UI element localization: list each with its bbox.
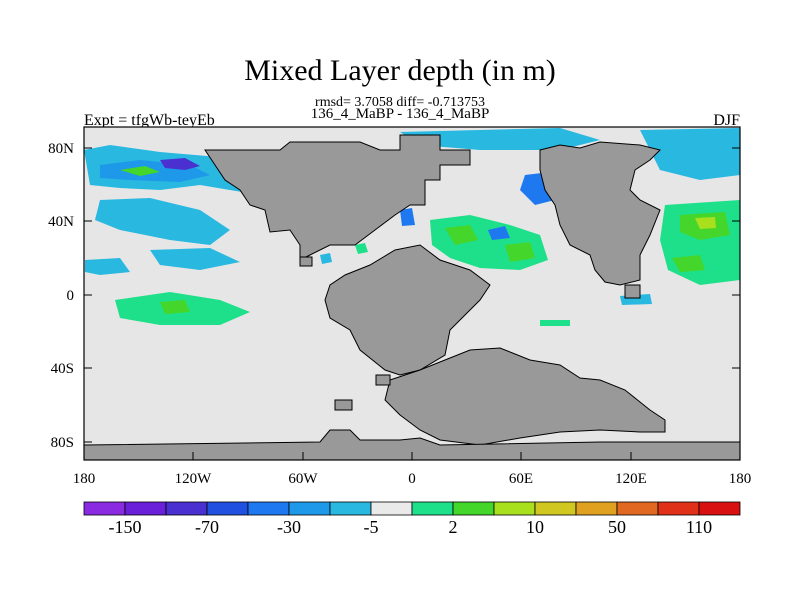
colorbar-label: -70: [195, 517, 219, 537]
anomaly-patch: [320, 253, 332, 264]
comparison-label: 136_4_MaBP - 136_4_MaBP: [310, 106, 490, 122]
land-island: [375, 374, 391, 386]
lat-labels: 80N 40N 0 40S 80S: [48, 141, 74, 451]
anomaly-patch: [540, 320, 570, 326]
season-label: DJF: [713, 112, 740, 129]
land-central: [324, 244, 491, 376]
lat-tick-marks: [84, 147, 740, 443]
land-masses: [83, 134, 741, 461]
colorbar-swatch: [83, 501, 126, 516]
colorbar-swatch: [616, 501, 659, 516]
anomaly-patch: [488, 226, 510, 240]
colorbar-label: 2: [449, 517, 458, 537]
anomaly-patch: [640, 128, 740, 180]
colorbar-swatch: [698, 501, 741, 516]
lat-tick-label: 40N: [48, 214, 74, 230]
land-north: [204, 134, 471, 261]
colorbar-label: 10: [526, 517, 544, 537]
lon-tick-label: 0: [408, 471, 416, 487]
lat-tick-label: 0: [67, 288, 75, 304]
map-panel: 80N 40N 0 40S 80S 180 120W 60W 0 60E 120…: [48, 126, 752, 487]
colorbar-swatch: [493, 501, 536, 516]
lat-tick-label: 40S: [51, 361, 74, 377]
colorbar-swatch: [452, 501, 495, 516]
experiment-label: Expt = tfgWb-teyEb: [84, 112, 215, 129]
land-island: [299, 256, 313, 267]
colorbar-swatch: [370, 501, 413, 516]
anomaly-patch: [160, 300, 190, 314]
colorbar-label: -150: [109, 517, 142, 537]
anomaly-patch: [505, 242, 535, 262]
anomaly-patch: [85, 258, 130, 275]
anomaly-patch: [95, 198, 230, 245]
lat-tick-label: 80N: [48, 141, 74, 157]
colorbar-swatch: [329, 501, 372, 516]
land-island: [334, 399, 353, 411]
anomaly-patch: [400, 208, 415, 226]
lon-tick-label: 60W: [288, 471, 318, 487]
colorbar-swatch: [247, 501, 290, 516]
lat-tick-label: 80S: [51, 435, 74, 451]
lon-tick-label: 120W: [175, 471, 213, 487]
colorbar-swatch: [575, 501, 618, 516]
anomaly-patch: [120, 166, 160, 176]
colorbar-label: 50: [608, 517, 626, 537]
colorbar-labels: -150 -70 -30 -5 2 10 50 110: [109, 517, 713, 537]
anomaly-patch: [695, 217, 716, 229]
anomaly-patch: [160, 158, 200, 170]
lon-tick-label: 180: [73, 471, 96, 487]
colorbar-label: -30: [277, 517, 301, 537]
colorbar-swatch: [657, 501, 700, 516]
lon-tick-marks: [83, 452, 741, 460]
anomaly-patch: [150, 248, 240, 270]
land-fragment: [624, 284, 641, 299]
lon-tick-label: 60E: [509, 471, 533, 487]
land-south: [384, 347, 666, 446]
colorbar-label: 110: [686, 517, 712, 537]
anomaly-patch: [355, 243, 368, 254]
stats-line: rmsd= 3.7058 diff= -0.713753: [315, 95, 485, 110]
colorbar: [83, 501, 741, 516]
anomaly-patch: [400, 128, 600, 150]
anomaly-patch: [672, 255, 705, 272]
colorbar-swatch: [411, 501, 454, 516]
colorbar-label: -5: [364, 517, 379, 537]
lon-tick-label: 120E: [615, 471, 647, 487]
colorbar-swatch: [206, 501, 249, 516]
colorbar-swatch: [124, 501, 167, 516]
colorbar-swatch: [288, 501, 331, 516]
colorbar-swatch: [165, 501, 208, 516]
map-title: Mixed Layer depth (in m): [244, 54, 556, 87]
lon-labels: 180 120W 60W 0 60E 120E 180: [73, 471, 752, 487]
colorbar-swatch: [534, 501, 577, 516]
lon-tick-label: 180: [729, 471, 752, 487]
land-northeast: [539, 141, 661, 286]
anomaly-patch: [445, 225, 478, 245]
